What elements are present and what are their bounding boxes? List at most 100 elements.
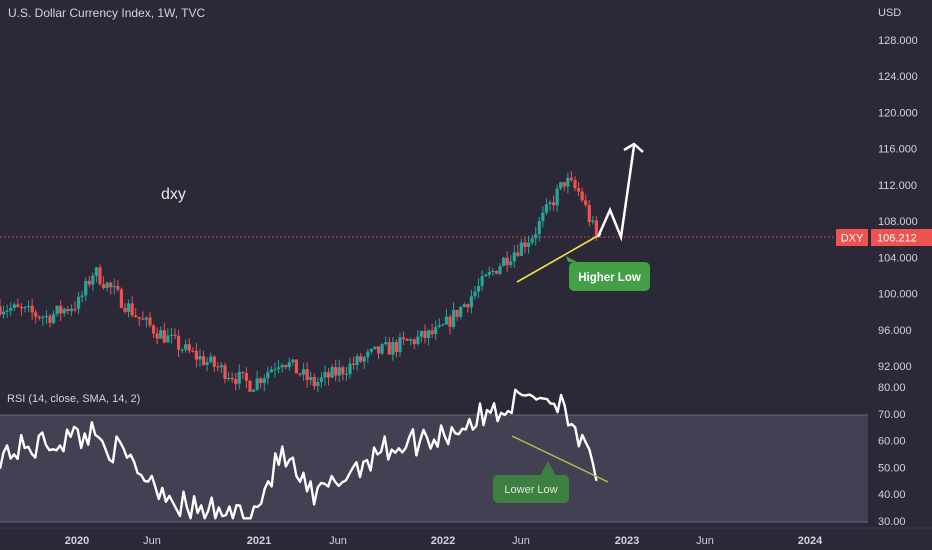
candle-body [73, 308, 77, 310]
candle [141, 311, 145, 320]
candle [212, 355, 216, 372]
candle-body [241, 371, 245, 374]
candle [134, 308, 138, 318]
rsi-tick-label: 30.00 [878, 516, 906, 528]
candle [226, 372, 231, 382]
candle-body [384, 342, 388, 345]
time-tick-label: Jun [696, 535, 714, 547]
candle [144, 316, 149, 328]
candle-body [9, 308, 13, 311]
price-tick-label: 92.000 [878, 361, 912, 373]
candle [501, 256, 506, 267]
candle-body [144, 317, 149, 320]
candle-body [309, 377, 313, 381]
candle [66, 306, 70, 315]
candle-body [148, 317, 152, 326]
candle [591, 215, 595, 225]
candle [269, 366, 274, 373]
candle-body [330, 367, 334, 378]
candle [405, 338, 409, 342]
candle [219, 362, 224, 374]
candle-body [26, 305, 31, 308]
candle-body [130, 303, 134, 316]
candle-body [280, 365, 284, 368]
candle [137, 316, 141, 327]
candle-body [84, 280, 88, 296]
candle-body [562, 182, 566, 187]
candle-body [301, 369, 306, 375]
price-axis[interactable]: USD 92.000 96.000 100.000 104.000 108.000 112… [878, 7, 918, 373]
candle-body [373, 346, 377, 349]
candle-body [194, 350, 199, 360]
candle [87, 276, 91, 288]
candle-body [91, 275, 95, 285]
candle [162, 322, 166, 344]
candle [559, 181, 563, 191]
candles-group [0, 171, 599, 393]
candle [584, 194, 588, 208]
candle-body [51, 313, 56, 323]
candle [334, 359, 338, 382]
candle [541, 206, 545, 228]
candle [0, 298, 2, 317]
candle [41, 314, 45, 326]
candle-body [526, 242, 531, 247]
candle [101, 276, 106, 290]
candle [148, 312, 152, 328]
candle-body [244, 373, 249, 381]
candle [441, 323, 445, 327]
candle [555, 184, 559, 212]
candle [209, 352, 213, 364]
candle-body [398, 337, 402, 352]
rsi-tick-label: 80.00 [878, 382, 906, 394]
candle-body [266, 372, 270, 379]
candle [366, 348, 370, 363]
candle [255, 370, 259, 392]
candle [159, 326, 163, 339]
candle-body [312, 377, 316, 387]
candle-body [112, 286, 116, 288]
candle [12, 302, 16, 312]
candle-body [141, 318, 145, 320]
candle [534, 226, 538, 246]
candle [530, 234, 534, 246]
candle [355, 353, 359, 371]
candle [273, 362, 277, 378]
lower-low-label: Lower Low [504, 484, 557, 496]
candle-body [501, 257, 506, 267]
candle [387, 337, 391, 355]
candle-body [380, 344, 384, 354]
candle-body [184, 344, 188, 350]
candle-body [484, 274, 488, 277]
candle [9, 302, 13, 316]
candle-body [551, 202, 556, 206]
candle [80, 291, 84, 303]
candle-body [441, 324, 445, 326]
candle-body [416, 336, 420, 345]
candle [480, 270, 484, 291]
candle [348, 357, 352, 379]
candle-body [101, 284, 106, 289]
candle-body [401, 337, 406, 340]
candle-body [119, 289, 124, 308]
candle [194, 342, 199, 368]
candle [491, 267, 495, 277]
candle [359, 352, 363, 364]
candle-body [180, 349, 184, 351]
candle-body [516, 252, 520, 256]
candle-body [212, 356, 216, 367]
candle [580, 187, 584, 203]
time-tick-label: 2020 [65, 535, 89, 547]
candle [191, 347, 195, 353]
candle-body [344, 374, 349, 376]
candle-body [155, 333, 159, 339]
candle [112, 278, 116, 295]
candle-body [291, 359, 295, 363]
candle-body [219, 365, 224, 368]
time-axis[interactable]: 2020 Jun 2021 Jun 2022 Jun 2023 Jun 2024 [65, 535, 823, 547]
rsi-axis[interactable]: 30.00 40.00 50.00 60.00 70.00 80.00 [878, 382, 906, 528]
price-trendline [516, 233, 602, 283]
candle [319, 372, 324, 388]
candle [151, 323, 156, 339]
